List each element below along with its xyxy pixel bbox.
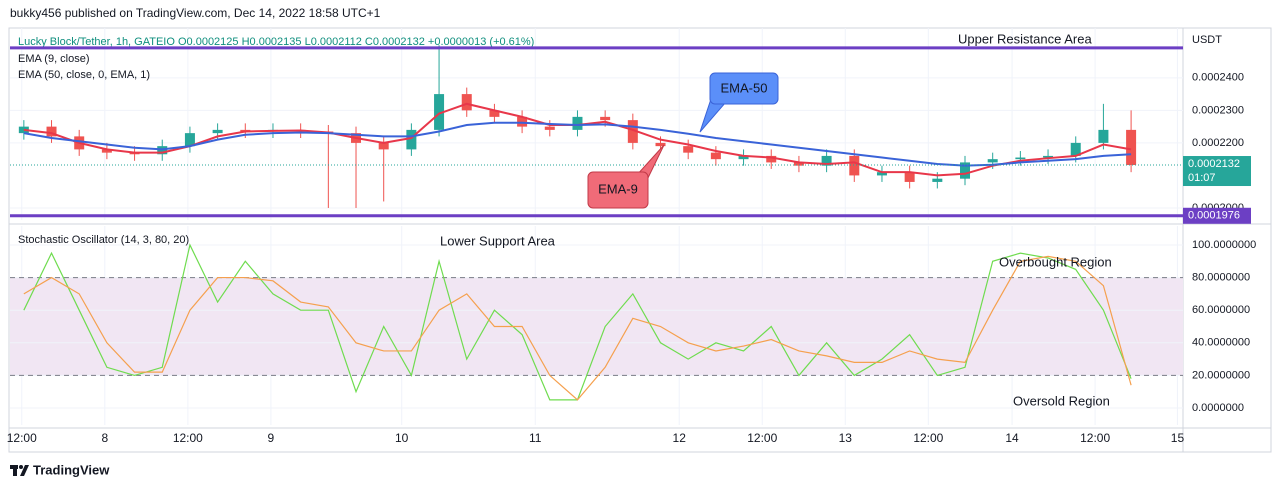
x-tick-label: 13 bbox=[839, 431, 853, 445]
candle-body bbox=[793, 162, 804, 166]
y-tick-label: 40.0000000 bbox=[1192, 337, 1250, 349]
countdown-label: 01:07 bbox=[1188, 172, 1216, 184]
band bbox=[10, 277, 1183, 376]
candle-body bbox=[766, 155, 777, 163]
y-tick-label: 0.0002400 bbox=[1192, 72, 1244, 84]
candle-body bbox=[710, 152, 721, 160]
candle-body bbox=[1126, 129, 1137, 166]
x-tick-label: 12 bbox=[673, 431, 687, 445]
callout bbox=[587, 171, 649, 209]
annotation: EMA-50 bbox=[721, 80, 768, 95]
candle-body bbox=[46, 126, 57, 137]
annotation: Upper Resistance Area bbox=[958, 31, 1092, 46]
x-tick-label: 9 bbox=[268, 431, 275, 445]
candle-body bbox=[1098, 129, 1109, 143]
y-tick-label: 60.0000000 bbox=[1192, 304, 1250, 316]
frame bbox=[8, 27, 1272, 453]
header: bukky456 published on TradingView.com, D… bbox=[10, 6, 381, 20]
last-price-tag bbox=[1183, 156, 1251, 187]
legend-title: Stochastic Oscillator (14, 3, 80, 20) bbox=[18, 234, 189, 246]
candle-body bbox=[738, 155, 749, 160]
x-tick-label: 11 bbox=[529, 431, 542, 445]
candle-body bbox=[1070, 142, 1081, 156]
annotation: EMA-9 bbox=[598, 181, 638, 196]
candle-body bbox=[406, 129, 417, 150]
legend-entry: EMA (50, close, 0, EMA, 1) bbox=[18, 69, 150, 81]
y-tick-label: 0.0000000 bbox=[1192, 402, 1244, 414]
last-price-label: 0.0002132 bbox=[1188, 158, 1240, 170]
annotation: Lower Support Area bbox=[440, 233, 556, 248]
x-tick-label: 12:00 bbox=[913, 431, 943, 445]
x-tick-label: 15 bbox=[1171, 431, 1185, 445]
candle-body bbox=[378, 142, 389, 150]
x-tick-label: 12:00 bbox=[1080, 431, 1110, 445]
footer: TradingView bbox=[33, 462, 110, 477]
candle-body bbox=[1043, 155, 1054, 158]
price-tag-label: 0.0001976 bbox=[1188, 210, 1240, 222]
candle-body bbox=[1015, 157, 1026, 160]
x-tick-label: 12:00 bbox=[173, 431, 203, 445]
annotation: Oversold Region bbox=[1013, 393, 1110, 408]
y-axis-label: USDT bbox=[1192, 34, 1222, 46]
candle-body bbox=[987, 159, 998, 163]
price-tag bbox=[1183, 207, 1251, 224]
candle-body bbox=[960, 162, 971, 179]
logo bbox=[10, 465, 29, 476]
candle-body bbox=[212, 129, 223, 134]
x-tick-label: 12:00 bbox=[747, 431, 777, 445]
candle-body bbox=[683, 146, 694, 153]
y-tick-label: 20.0000000 bbox=[1192, 369, 1250, 381]
candle-body bbox=[849, 155, 860, 176]
annotation: Overbought Region bbox=[999, 254, 1112, 269]
y-tick-label: 80.0000000 bbox=[1192, 271, 1250, 283]
candle-body bbox=[101, 149, 112, 153]
candle-body bbox=[489, 110, 500, 117]
candle-body bbox=[572, 116, 583, 130]
oscillator-line bbox=[23, 255, 1132, 401]
candle-body bbox=[627, 120, 638, 143]
legend-entry: EMA (9, close) bbox=[18, 53, 90, 65]
candle-body bbox=[876, 172, 887, 176]
y-tick-label: 0.0002300 bbox=[1192, 104, 1244, 116]
candle-body bbox=[544, 126, 555, 130]
callout bbox=[709, 72, 779, 105]
x-tick-label: 8 bbox=[101, 431, 108, 445]
x-tick-label: 14 bbox=[1005, 431, 1019, 445]
candle-body bbox=[655, 142, 666, 147]
candle-body bbox=[904, 172, 915, 182]
y-tick-label: 100.0000000 bbox=[1192, 239, 1256, 251]
x-tick-label: 12:00 bbox=[7, 431, 37, 445]
x-tick-label: 10 bbox=[395, 431, 409, 445]
candle-body bbox=[821, 155, 832, 166]
candle-body bbox=[461, 94, 472, 111]
candle-body bbox=[434, 94, 445, 130]
candle-body bbox=[184, 133, 195, 147]
legend-title: Lucky Block/Tether, 1h, GATEIO O0.000212… bbox=[18, 36, 534, 48]
candle-body bbox=[932, 178, 943, 182]
candle-body bbox=[600, 116, 611, 121]
candle-body bbox=[18, 126, 29, 134]
y-tick-label: 0.0002200 bbox=[1192, 137, 1244, 149]
